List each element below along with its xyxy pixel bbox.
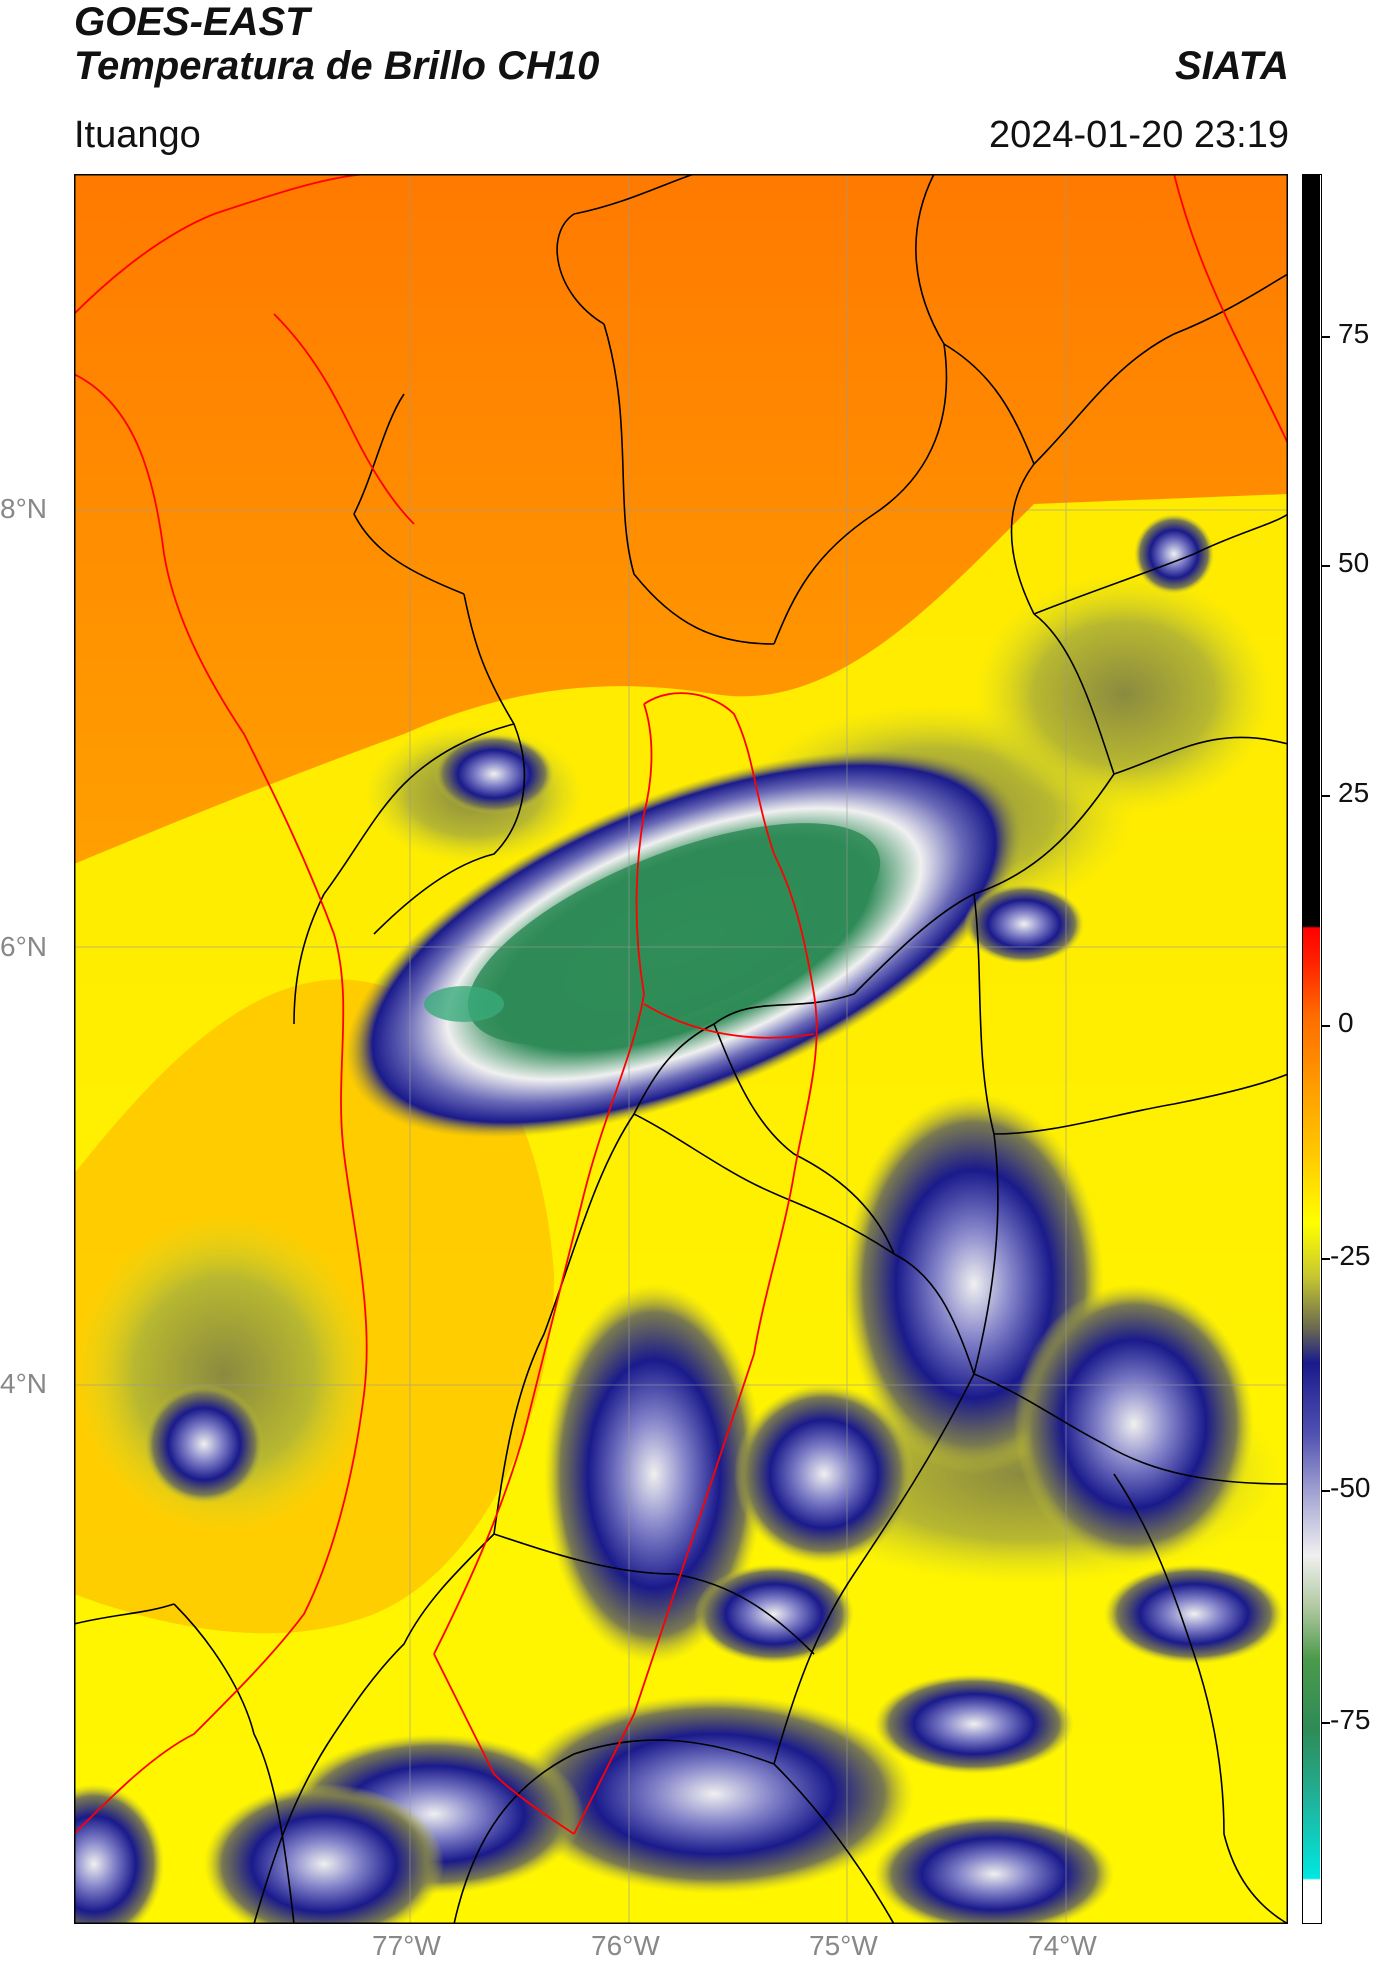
cloud-cell [1104,1564,1284,1664]
colorbar-tick-mark [1322,565,1330,567]
colorbar-tick-mark [1322,1025,1330,1027]
colorbar-tick-mark [1322,795,1330,797]
colorbar-tick-label: -25 [1330,1240,1371,1271]
lon-label: 74°W [1028,1930,1097,1961]
colorbar-tick-label: 0 [1338,1007,1354,1038]
department-borders [74,174,1288,1924]
lat-label: 6°N [0,931,47,962]
brand-label: SIATA [1174,44,1289,88]
colorbar-tick-mark [1322,1258,1330,1260]
location-label: Ituango [74,114,201,156]
cloud-cell [1014,1284,1254,1564]
colorbar-tick-mark [1322,1722,1330,1724]
colorbar-tick-mark [1322,336,1330,338]
colorbar [1302,174,1322,1924]
colorbar-tick-mark [1322,1490,1330,1492]
colorbar-tick-label: 75 [1338,318,1370,349]
colorbar-tick-label: -50 [1330,1472,1371,1503]
cloud-cell [74,1784,164,1924]
gridlines [74,174,1288,1924]
lat-label: 4°N [0,1368,47,1399]
cloud-cell [1134,514,1214,594]
red-outlines [74,174,1288,1835]
cloud-cell [874,1814,1114,1924]
cloud-cell [874,1674,1074,1774]
lon-label: 75°W [809,1930,878,1961]
title-satellite: GOES-EAST [74,0,310,44]
colorbar-gradient [1303,175,1320,1922]
colorbar-tick-label: 50 [1338,547,1370,578]
title-product: Temperatura de Brillo CH10 [74,44,600,88]
cloud-cell [964,884,1084,964]
lon-label: 76°W [591,1930,660,1961]
cloud-cell [544,1284,764,1664]
cloud-cell [694,1564,854,1664]
cloud-cell [144,1384,264,1504]
lat-label: 8°N [0,493,47,524]
colorbar-tick-label: -75 [1330,1704,1371,1735]
datetime-label: 2024-01-20 23:19 [988,114,1289,156]
olive-patch [974,574,1274,814]
storm-core-teal [424,986,504,1022]
cloud-cell [734,1384,914,1564]
colorbar-tick-label: 25 [1338,777,1370,808]
storm-core [467,823,881,1045]
cloud-cell [434,734,554,814]
lon-label: 77°W [372,1930,441,1961]
map-frame [74,174,1288,1924]
satellite-map [74,174,1288,1924]
